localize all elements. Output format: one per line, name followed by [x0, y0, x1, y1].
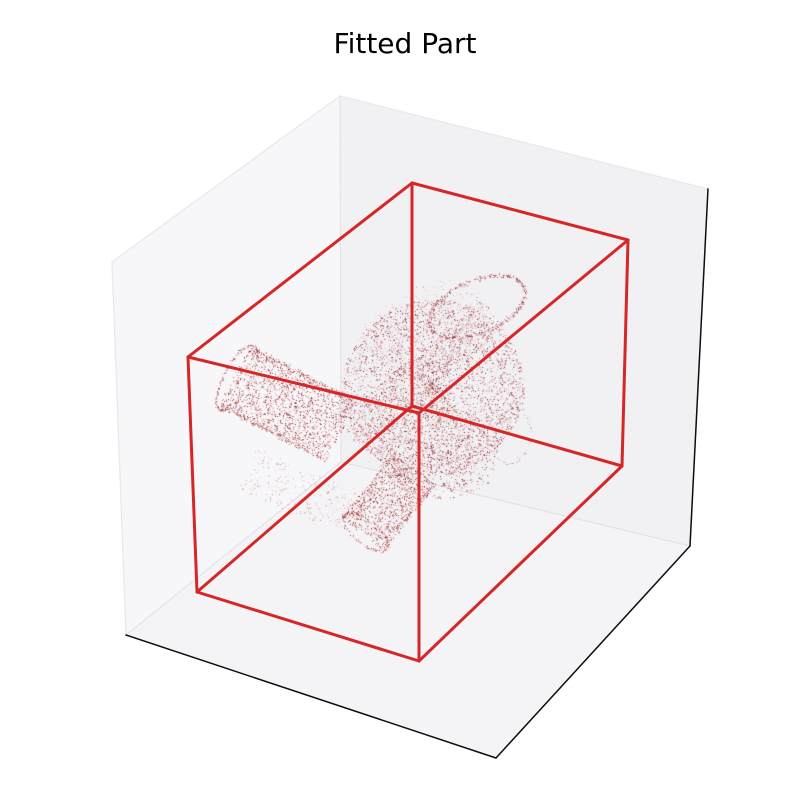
fitted-box-edge-AB [410, 181, 630, 242]
fitted-box-edge-EF [410, 404, 624, 468]
fitted-box-edge-FH [417, 464, 624, 663]
fitted-box-edge-AC [186, 181, 414, 359]
fitted-box-edge-BD [417, 238, 630, 415]
chart-title: Fitted Part [333, 27, 477, 60]
fitted-box-edge-GH [195, 590, 421, 663]
fitted-box-edge-EG [195, 404, 414, 594]
fitted-box-edge-CD [186, 355, 421, 415]
fitted-box-edge-CG [186, 355, 199, 594]
fitted-box-edge-BF [620, 238, 630, 468]
